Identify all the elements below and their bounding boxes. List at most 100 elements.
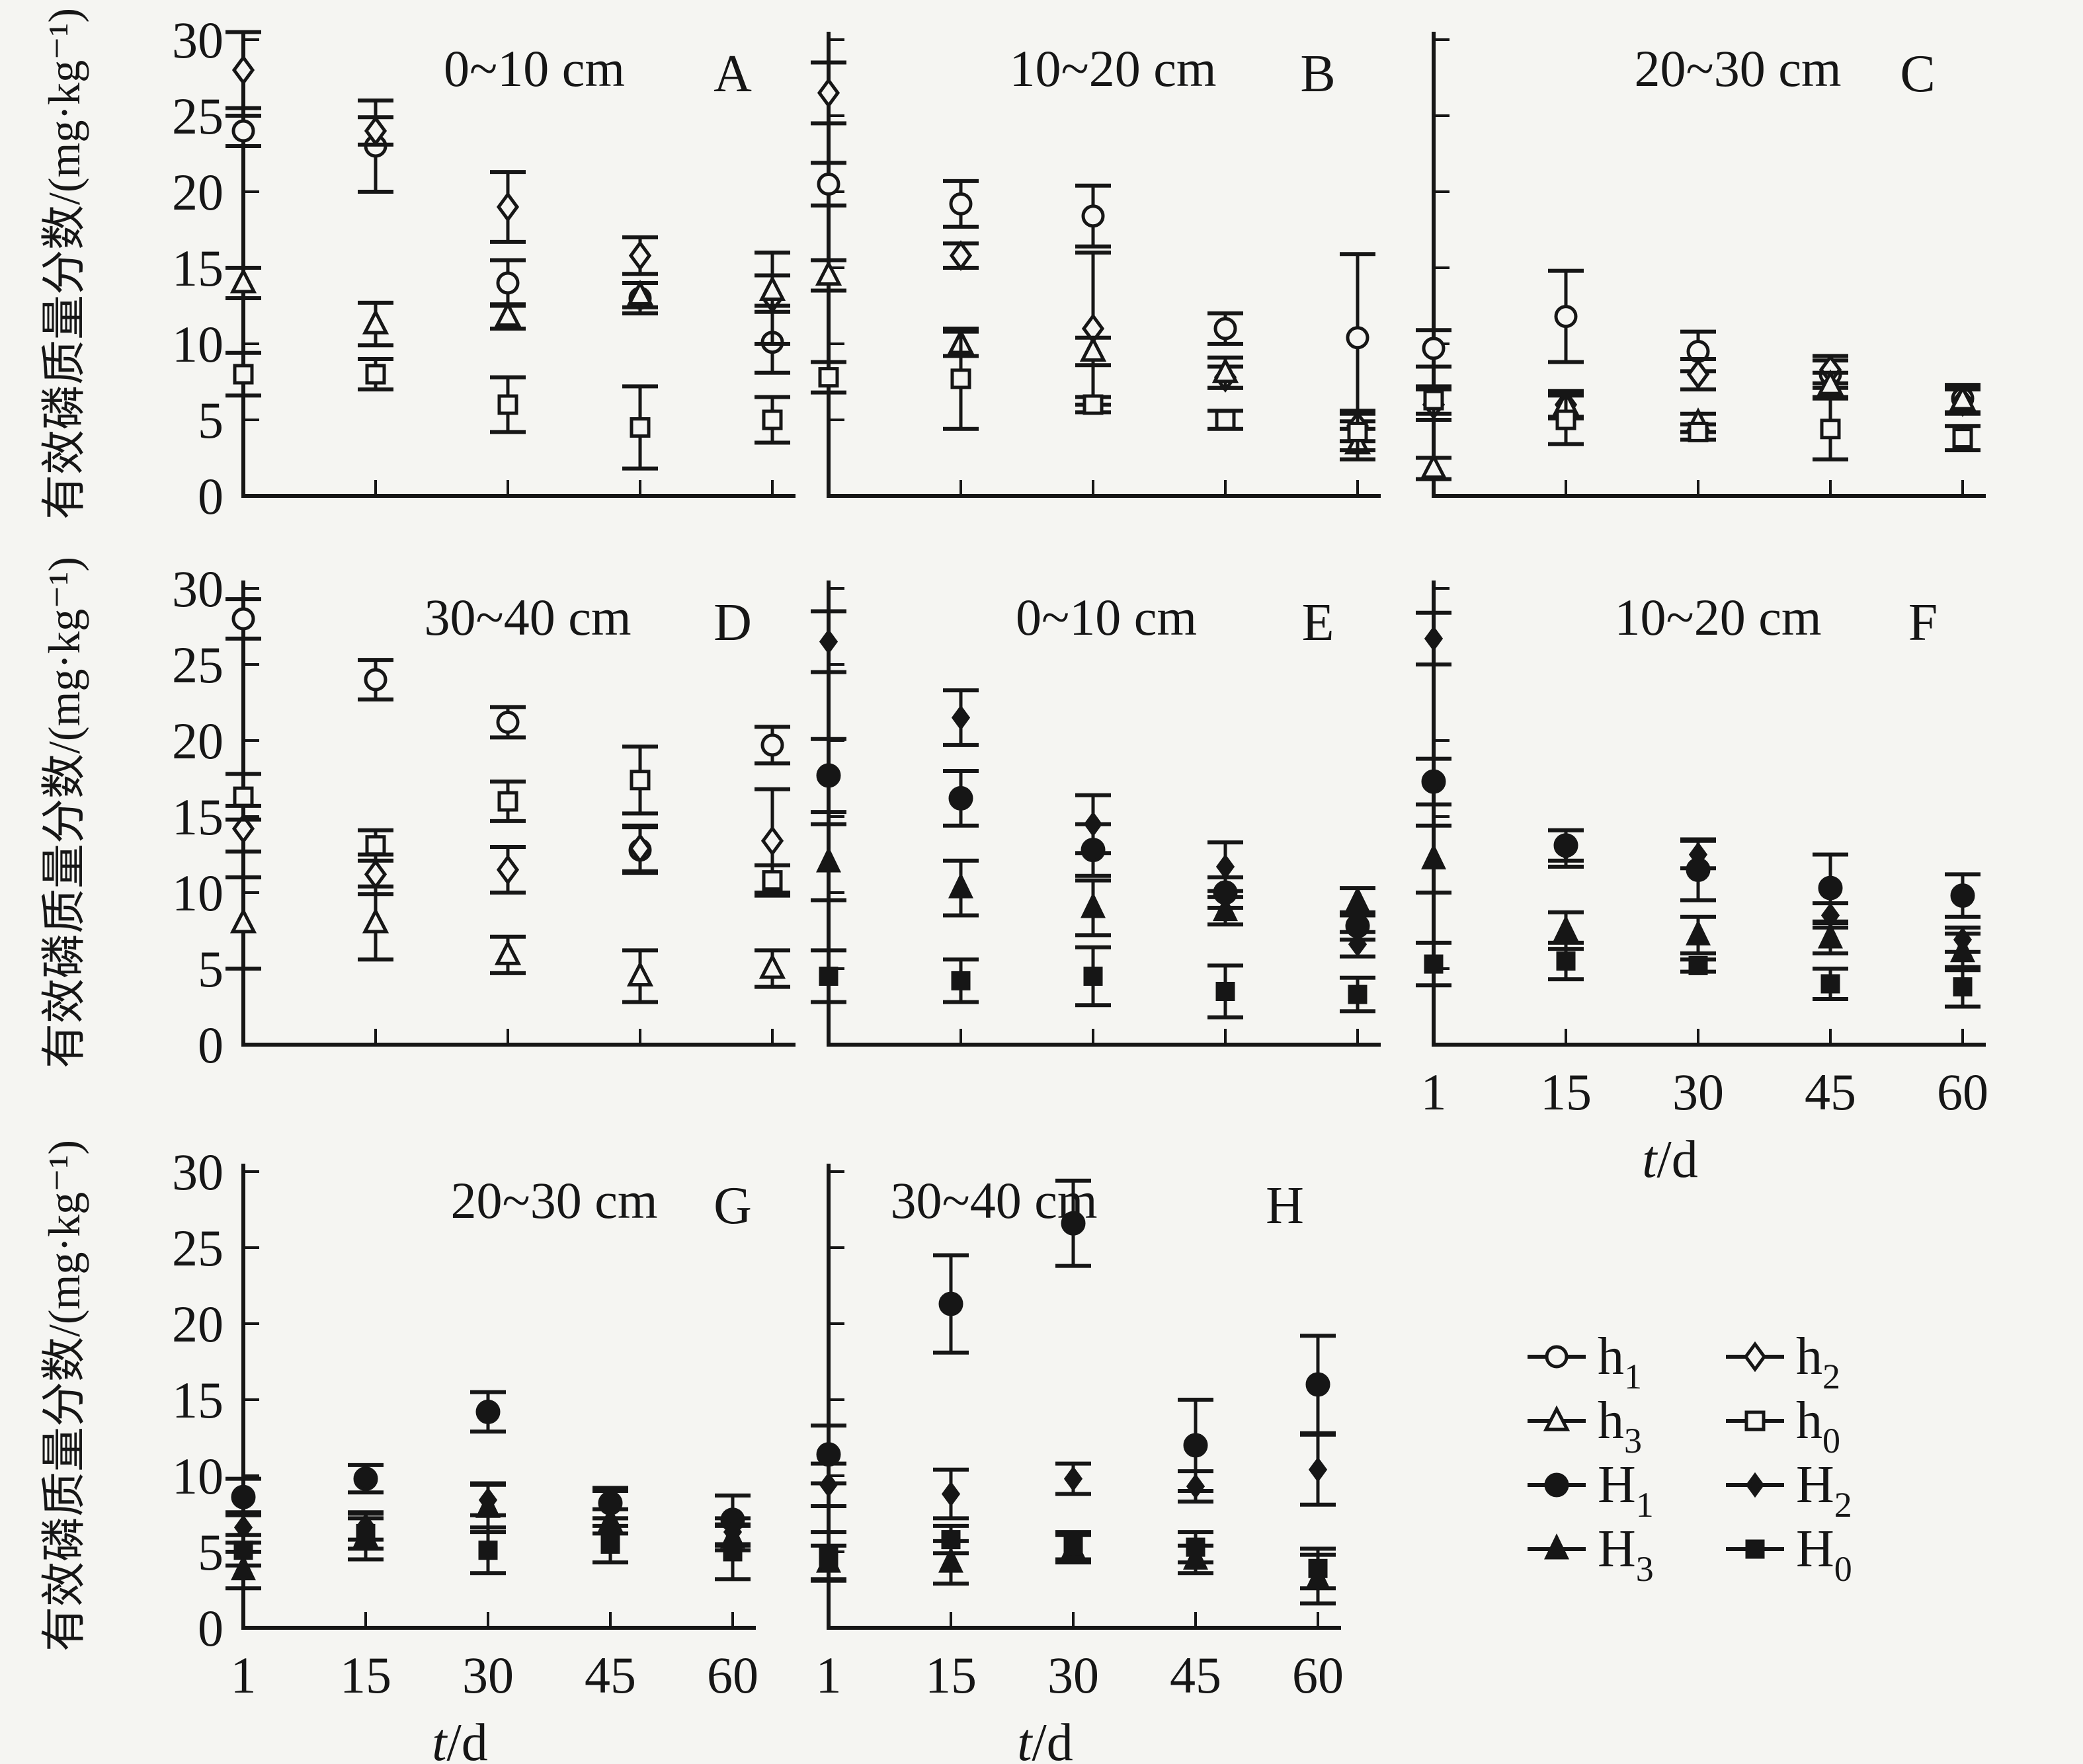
series-h0	[225, 744, 790, 898]
H0-square-marker-icon	[1063, 1536, 1083, 1556]
series-H2	[811, 1432, 1336, 1521]
panel-letter: E	[1302, 594, 1334, 652]
H0-square-marker-icon	[819, 967, 838, 986]
H1-circle-marker-icon	[231, 1484, 256, 1509]
x-tick-label: 45	[1170, 1646, 1221, 1704]
H3-triangle-marker-icon	[1345, 886, 1370, 912]
h3-triangle-marker-icon	[758, 953, 786, 979]
y-tick-label: 5	[198, 940, 224, 998]
H2-diamond-marker-icon	[1215, 854, 1235, 880]
H3-triangle-marker-icon	[816, 846, 841, 873]
panel-C: 20~30 cm C	[1416, 32, 1986, 498]
series-h0	[225, 350, 790, 471]
panel-H: 1 15 30 45 60t/d30~40 cm H	[811, 1164, 1344, 1764]
y-tick-label: 15	[172, 788, 224, 846]
x-tick-label: 1	[1421, 1063, 1447, 1121]
y-tick-label: 30	[172, 1143, 224, 1201]
h0-square-marker-icon	[630, 417, 651, 438]
h1-circle-marker-icon	[1554, 305, 1578, 329]
panel-depth-title: 0~10 cm	[444, 40, 625, 97]
y-axis-title: 有效磷质量分数/(mg·kg⁻¹)	[39, 8, 89, 520]
axes-lines	[241, 1164, 756, 1630]
y-tick-label: 15	[172, 239, 224, 297]
panel-depth-title: 30~40 cm	[425, 588, 632, 646]
panel-letter: B	[1300, 45, 1335, 103]
series-H1	[811, 1178, 1336, 1493]
h0-square-marker-icon	[365, 364, 386, 385]
h2-diamond-marker-icon	[231, 813, 255, 844]
H2-diamond-marker-icon	[1424, 625, 1444, 652]
y-tick-label: 20	[172, 712, 224, 770]
h3-triangle-marker-icon	[1420, 453, 1448, 479]
H0-square-marker-icon	[233, 1541, 253, 1560]
H3-triangle-marker-icon	[1553, 914, 1578, 941]
y-tick-label: 20	[172, 1295, 224, 1353]
H1-circle-marker-icon	[816, 763, 841, 788]
H0-square-marker-icon	[356, 1523, 376, 1543]
legend-item-H3: H3	[1528, 1520, 1654, 1589]
h0-square-marker-icon	[233, 786, 254, 807]
H1-circle-marker-icon	[475, 1399, 501, 1424]
series-h2	[811, 60, 1375, 444]
h1-circle-marker-icon	[231, 119, 255, 143]
H0-square-marker-icon	[1186, 1537, 1205, 1557]
h3-triangle-marker-icon	[626, 961, 654, 986]
h0-square-marker-icon	[762, 409, 783, 430]
y-tick-label: 10	[172, 864, 224, 922]
legend: h1 h2 h3 h0 H1 H2 H3 H0	[1528, 1328, 1852, 1589]
x-tick-label: 45	[585, 1646, 636, 1704]
legend-label: H2	[1796, 1456, 1852, 1525]
axes-lines	[241, 32, 796, 498]
panel-letter: H	[1266, 1177, 1304, 1235]
h3-triangle-marker-icon	[494, 301, 522, 327]
axes-lines	[1432, 581, 1986, 1047]
H2-diamond-marker-icon	[819, 629, 838, 655]
h1-circle-marker-icon	[364, 668, 388, 692]
series-h3	[225, 875, 790, 1004]
h1-circle-marker-icon	[496, 710, 520, 734]
panel-depth-title: 20~30 cm	[451, 1172, 658, 1229]
h1-circle-marker-icon	[1346, 326, 1369, 350]
legend-label: H0	[1796, 1520, 1852, 1589]
H0-square-marker-icon	[1820, 974, 1840, 994]
h3-triangle-marker-icon	[229, 907, 257, 934]
y-tick-label: 5	[198, 391, 224, 449]
series-h1	[811, 161, 1375, 424]
H1-circle-marker-icon	[1421, 769, 1446, 794]
panel-letter: G	[714, 1177, 752, 1235]
legend-label: h3	[1598, 1392, 1642, 1461]
series-h0	[1416, 384, 1981, 461]
h3-triangle-marker-icon	[362, 308, 389, 335]
H3-triangle-marker-icon	[1081, 892, 1106, 918]
H2-diamond-marker-icon	[951, 705, 971, 731]
H1-circle-marker-icon	[1544, 1472, 1569, 1498]
y-tick-label: 15	[172, 1371, 224, 1429]
y-tick-label: 10	[172, 1447, 224, 1505]
h0-square-marker-icon	[365, 835, 386, 856]
series-h3	[225, 266, 790, 348]
H0-square-marker-icon	[941, 1530, 961, 1550]
h3-triangle-marker-icon	[362, 907, 389, 934]
x-tick-label: 60	[1292, 1646, 1344, 1704]
series-H3	[811, 822, 1375, 938]
H1-circle-marker-icon	[1950, 883, 1975, 908]
x-tick-label: 15	[925, 1646, 977, 1704]
H1-circle-marker-icon	[1818, 875, 1843, 901]
H0-square-marker-icon	[1688, 955, 1708, 975]
x-tick-label: 15	[1540, 1063, 1592, 1121]
h2-diamond-marker-icon	[1743, 1341, 1767, 1373]
h1-circle-marker-icon	[760, 733, 784, 757]
H0-square-marker-icon	[1308, 1558, 1328, 1578]
y-axis-title: 有效磷质量分数/(mg·kg⁻¹)	[39, 1140, 89, 1652]
y-tick-label: 30	[172, 11, 224, 69]
h3-triangle-marker-icon	[758, 275, 786, 301]
h0-square-marker-icon	[1347, 421, 1368, 442]
H0-square-marker-icon	[1745, 1539, 1765, 1559]
h0-square-marker-icon	[233, 364, 254, 385]
panel-depth-title: 10~20 cm	[1010, 40, 1217, 97]
H3-triangle-marker-icon	[1950, 936, 1975, 963]
h0-square-marker-icon	[1688, 421, 1709, 442]
h2-diamond-marker-icon	[817, 77, 840, 108]
